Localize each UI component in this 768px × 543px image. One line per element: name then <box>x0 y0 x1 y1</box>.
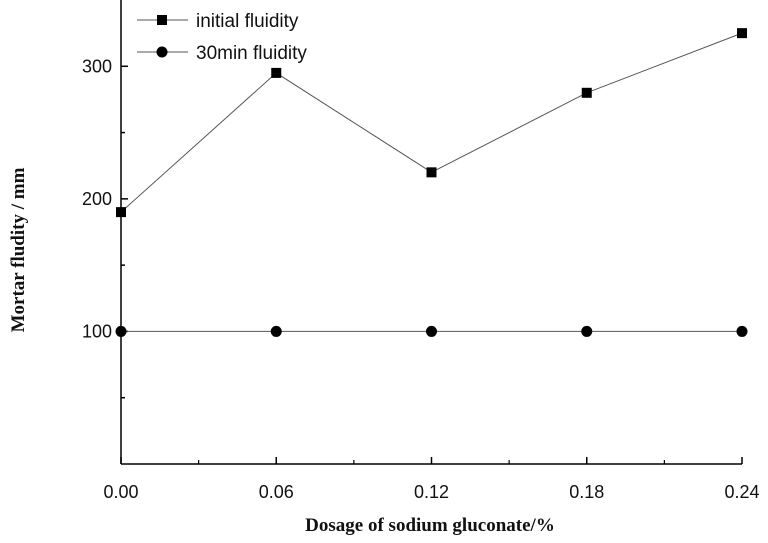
y-tick-label: 100 <box>82 321 112 341</box>
x-tick-label: 0.12 <box>414 482 449 502</box>
data-point-30min <box>581 325 593 337</box>
y-axis-title: Mortar fludity / mm <box>8 167 29 332</box>
legend-marker-square <box>157 15 167 25</box>
legend-label-initial: initial fluidity <box>196 11 299 32</box>
data-point-initial <box>737 28 747 39</box>
legend-marker-circle <box>156 46 168 58</box>
legend-label-30min: 30min fluidity <box>196 43 307 64</box>
data-point-initial <box>116 207 126 218</box>
y-tick-label: 200 <box>82 189 112 209</box>
y-tick-label: 300 <box>82 56 112 76</box>
x-ticks: 0.00 0.06 0.12 0.18 0.24 <box>103 457 760 502</box>
legend: initial fluidity 30min fluidity <box>137 11 307 64</box>
x-tick-label: 0.06 <box>259 482 294 502</box>
data-point-30min <box>115 325 127 337</box>
data-point-30min <box>270 325 282 337</box>
x-axis-title: Dosage of sodium gluconate/% <box>305 515 555 536</box>
data-point-initial <box>271 67 282 78</box>
x-tick-label: 0.24 <box>724 482 759 502</box>
x-tick-label: 0.00 <box>103 482 138 502</box>
series-layer <box>115 28 748 337</box>
data-point-initial <box>426 167 437 178</box>
data-point-30min <box>426 325 437 337</box>
x-tick-label: 0.18 <box>569 482 604 502</box>
y-ticks: 100 200 300 <box>82 56 128 399</box>
data-point-initial <box>581 87 592 98</box>
data-point-30min <box>736 325 748 337</box>
